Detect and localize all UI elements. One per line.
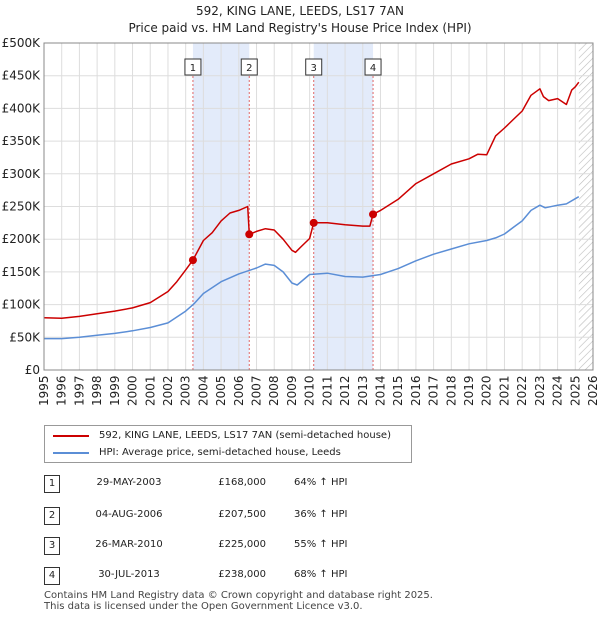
legend: 592, KING LANE, LEEDS, LS17 7AN (semi-de… [44, 425, 412, 463]
x-tick-label: 2026 [586, 375, 600, 406]
x-tick-label: 2019 [462, 375, 476, 406]
sale-hpi-change: 64% ↑ HPI [294, 477, 348, 488]
y-tick-label: £400K [2, 101, 42, 115]
footer: Contains HM Land Registry data © Crown c… [44, 590, 433, 612]
x-tick-label: 2011 [320, 375, 334, 406]
sale-label-box [305, 58, 323, 76]
x-tick-label: 2021 [497, 375, 511, 406]
legend-label-hpi: HPI: Average price, semi-detached house,… [99, 447, 341, 458]
y-tick-label: £450K [2, 69, 42, 83]
x-tick-label: 2001 [143, 375, 157, 406]
y-tick-label: £0 [25, 363, 40, 377]
x-tick-label: 1999 [108, 375, 122, 406]
x-tick-label: 2017 [427, 375, 441, 406]
y-tick-label: £350K [2, 134, 42, 148]
sale-label-text: 1 [190, 63, 196, 74]
sale-label-box [240, 58, 258, 76]
sale-number: 2 [44, 507, 60, 525]
x-tick-label: 2008 [267, 375, 281, 406]
sale-number: 1 [44, 475, 60, 493]
x-tick-label: 2024 [551, 375, 565, 406]
price-chart: £0 £50K £100K £150K £200K £250K £300K £350K £400… [2, 36, 600, 406]
x-tick-label: 2020 [480, 375, 494, 406]
sale-label-text: 4 [370, 63, 376, 74]
sale-label-text: 3 [311, 63, 317, 74]
x-tick-label: 2023 [533, 375, 547, 406]
x-tick-label: 1997 [72, 375, 86, 406]
sale-label-box [184, 58, 202, 76]
sale-date: 30-JUL-2013 [98, 569, 160, 580]
legend-label-property: 592, KING LANE, LEEDS, LS17 7AN (semi-de… [99, 430, 391, 441]
plot-border [43, 42, 594, 371]
sale-number: 3 [44, 537, 60, 555]
x-tick-label: 2025 [568, 375, 582, 406]
x-tick-label: 2013 [356, 375, 370, 406]
sale-number: 4 [44, 567, 60, 585]
chart-subtitle: Price paid vs. HM Land Registry's House … [128, 21, 472, 35]
x-tick-label: 1995 [37, 375, 51, 406]
sale-price: £168,000 [218, 477, 266, 488]
x-tick-label: 2000 [126, 375, 140, 406]
x-tick-label: 1996 [55, 375, 69, 406]
sale-date: 04-AUG-2006 [95, 509, 163, 520]
sale-hpi-change: 36% ↑ HPI [294, 509, 348, 520]
sale-row: 4 30-JUL-2013 £238,000 68% ↑ HPI [44, 567, 564, 585]
x-tick-label: 1998 [90, 375, 104, 406]
y-tick-label: £200K [2, 232, 42, 246]
sale-label-box [364, 58, 382, 76]
sale-hpi-change: 55% ↑ HPI [294, 539, 348, 550]
x-tick-label: 2009 [285, 375, 299, 406]
y-tick-label: £150K [2, 265, 42, 279]
sale-row: 2 04-AUG-2006 £207,500 36% ↑ HPI [44, 507, 564, 525]
footer-licence: This data is licensed under the Open Gov… [44, 601, 363, 612]
sale-price: £207,500 [218, 509, 266, 520]
x-tick-label: 2007 [250, 375, 264, 406]
x-tick-label: 2004 [196, 375, 210, 406]
x-tick-label: 2022 [515, 375, 529, 406]
sale-date: 29-MAY-2003 [96, 477, 162, 488]
x-tick-label: 2003 [179, 375, 193, 406]
sale-point [245, 230, 254, 239]
sale-row: 1 29-MAY-2003 £168,000 64% ↑ HPI [44, 475, 564, 493]
x-tick-label: 2012 [338, 375, 352, 406]
x-tick-label: 2016 [409, 375, 423, 406]
sale-point [188, 256, 197, 265]
x-tick-label: 2015 [391, 375, 405, 406]
y-tick-label: £100K [2, 298, 42, 312]
y-tick-label: £500K [2, 36, 42, 50]
x-tick-label: 2005 [214, 375, 228, 406]
series-line-hpi [44, 196, 580, 340]
chart-title: 592, KING LANE, LEEDS, LS17 7AN [196, 4, 404, 18]
x-tick-label: 2006 [232, 375, 246, 406]
x-tick-label: 2002 [161, 375, 175, 406]
y-tick-label: £250K [2, 200, 42, 214]
sale-row: 3 26-MAR-2010 £225,000 55% ↑ HPI [44, 537, 564, 555]
sale-point [309, 218, 318, 227]
y-tick-label: £50K [9, 330, 41, 344]
x-tick-label: 2014 [373, 375, 387, 406]
sale-hpi-change: 68% ↑ HPI [294, 569, 348, 580]
x-tick-label: 2010 [303, 375, 317, 406]
sale-price: £225,000 [218, 539, 266, 550]
sale-label-text: 2 [246, 63, 252, 74]
legend-swatch-hpi [53, 452, 89, 454]
legend-swatch-property [53, 435, 89, 437]
y-tick-label: £300K [2, 167, 42, 181]
sale-price: £238,000 [218, 569, 266, 580]
x-tick-label: 2018 [444, 375, 458, 406]
footer-copyright: Contains HM Land Registry data © Crown c… [44, 590, 433, 601]
sale-date: 26-MAR-2010 [95, 539, 163, 550]
sale-point [369, 210, 378, 219]
